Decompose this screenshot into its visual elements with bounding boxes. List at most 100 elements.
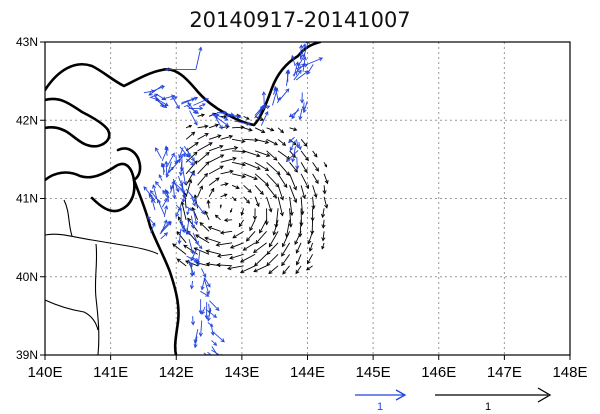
current-vector [197, 113, 205, 118]
current-vector [273, 87, 277, 95]
current-vector [239, 253, 256, 263]
prefecture-boundary-1 [45, 233, 159, 255]
current-vector [307, 254, 313, 265]
current-vector [200, 290, 210, 297]
current-vector [220, 156, 237, 163]
current-vector [161, 94, 176, 100]
current-vector [186, 158, 195, 166]
shimokita-coast [116, 147, 142, 182]
current-vector [310, 208, 315, 222]
current-vector [208, 154, 225, 163]
current-vector [300, 139, 308, 147]
current-vector [188, 106, 204, 111]
hokkaido-coastline [45, 42, 322, 127]
current-vector [277, 162, 290, 176]
legend-blue-vector: 1 [355, 389, 407, 413]
current-vector [212, 331, 225, 343]
current-vector [295, 139, 300, 149]
current-vector [197, 151, 210, 163]
current-vector [231, 184, 240, 190]
current-vector [306, 64, 314, 75]
current-vector [161, 146, 169, 161]
current-vector [254, 196, 260, 208]
current-vector [252, 208, 258, 221]
current-vector [301, 102, 306, 111]
prefecture-boundary-2 [94, 243, 100, 355]
current-vector [268, 231, 279, 248]
current-vector [281, 254, 290, 267]
current-vector [231, 196, 237, 202]
current-vector [164, 67, 196, 72]
legend-blue-label: 1 [377, 401, 383, 413]
current-vector [216, 253, 233, 258]
current-vector [321, 242, 325, 250]
current-vector [295, 254, 302, 266]
current-vector [289, 173, 297, 191]
current-vector [321, 219, 326, 229]
current-vector [243, 138, 259, 143]
tohoku-east-coast [132, 178, 180, 355]
current-vector [295, 265, 302, 275]
lat-tick-label: 41N [16, 192, 38, 206]
current-vector [186, 147, 191, 158]
current-vector [182, 168, 187, 186]
current-vector [243, 185, 252, 193]
current-vector [178, 147, 184, 159]
current-vector [179, 221, 186, 234]
prefecture-boundary-3 [45, 299, 99, 331]
current-vector [204, 210, 210, 221]
current-vector [190, 316, 196, 326]
current-vector [243, 196, 251, 204]
coastline-layer [45, 42, 322, 355]
lon-tick-label: 146E [421, 364, 456, 381]
current-vector [254, 173, 270, 187]
current-vector [220, 115, 228, 119]
tsugaru-coast [45, 162, 136, 213]
current-vector [240, 208, 245, 216]
current-vector [208, 123, 220, 129]
current-vector [295, 62, 301, 76]
current-vector [291, 54, 296, 67]
legend-black-vector: 1 [435, 387, 552, 413]
current-vector [259, 219, 267, 234]
current-vector [281, 242, 290, 257]
current-vector [189, 280, 194, 290]
current-vector [208, 357, 211, 364]
current-vector [312, 150, 318, 158]
current-vector [143, 186, 156, 201]
current-vector [300, 173, 310, 190]
current-vector [208, 177, 220, 186]
current-vector [172, 97, 180, 110]
current-vector [289, 162, 298, 173]
current-vector [175, 204, 182, 218]
current-vector [299, 53, 306, 64]
current-vector [266, 185, 277, 199]
current-vector [207, 303, 212, 315]
current-vector [155, 147, 162, 159]
current-vector [206, 199, 211, 209]
current-vector [282, 265, 290, 275]
current-vector [165, 161, 172, 179]
current-vector [238, 219, 244, 228]
current-vector [232, 125, 245, 130]
current-vector [172, 243, 187, 255]
current-vector [197, 161, 210, 175]
current-vector [193, 98, 210, 106]
current-vector [266, 254, 279, 267]
current-vector [277, 196, 284, 217]
current-vector [151, 97, 160, 102]
current-vector [249, 219, 256, 232]
current-vector [160, 232, 169, 240]
current-vector [186, 206, 193, 211]
current-vector [208, 134, 222, 140]
current-vector [214, 214, 221, 221]
lat-lon-grid [45, 42, 570, 355]
current-vector [199, 222, 210, 232]
current-vector [308, 242, 314, 252]
current-vector [149, 93, 159, 99]
current-vector [214, 114, 223, 130]
current-vector [243, 150, 261, 158]
current-vector [300, 92, 305, 104]
current-vector [268, 265, 279, 275]
